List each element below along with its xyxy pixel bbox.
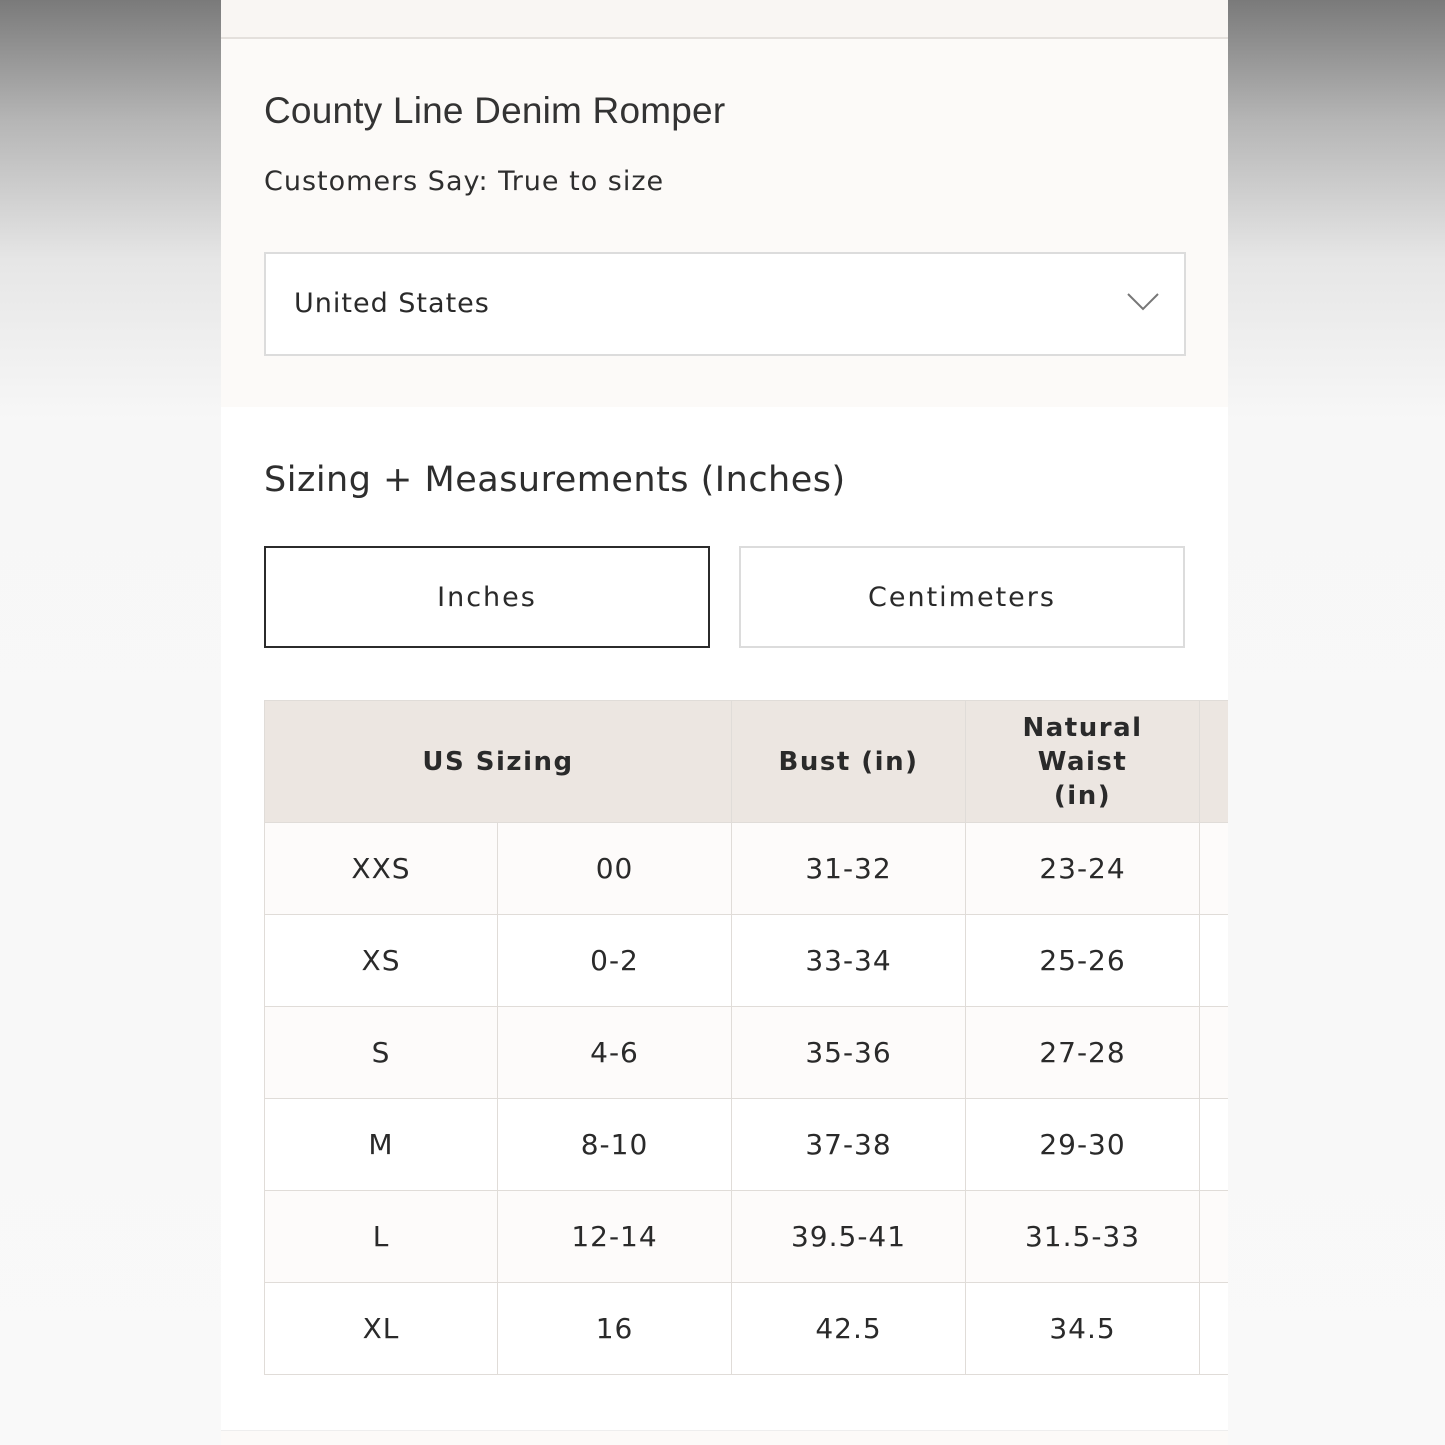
size-number: 16: [496, 1282, 733, 1375]
sizing-heading: Sizing + Measurements (Inches): [264, 460, 846, 500]
region-select-value: United States: [294, 288, 490, 319]
size-letter: L: [264, 1190, 498, 1283]
waist-value: 29-30: [965, 1098, 1201, 1191]
table-row: XXS 00 31-32 23-24: [264, 822, 1228, 915]
size-letter: S: [264, 1006, 498, 1099]
header-bust: Bust (in): [731, 700, 967, 823]
tab-centimeters[interactable]: Centimeters: [739, 546, 1185, 648]
size-letter: XXS: [264, 822, 498, 915]
chevron-down-icon: [1127, 293, 1159, 311]
size-number: 12-14: [496, 1190, 733, 1283]
size-letter: M: [264, 1098, 498, 1191]
size-letter: XS: [264, 914, 498, 1007]
waist-value: 31.5-33: [965, 1190, 1201, 1283]
bottom-section: [221, 1430, 1228, 1445]
clipped-cell: [1199, 1282, 1228, 1375]
tab-inches[interactable]: Inches: [264, 546, 710, 648]
bust-value: 35-36: [731, 1006, 967, 1099]
table-row: XL 16 42.5 34.5: [264, 1282, 1228, 1375]
clipped-cell: [1199, 914, 1228, 1007]
table-row: S 4-6 35-36 27-28: [264, 1006, 1228, 1099]
size-guide-panel: County Line Denim Romper Customers Say: …: [221, 0, 1228, 1445]
size-number: 8-10: [496, 1098, 733, 1191]
bust-value: 37-38: [731, 1098, 967, 1191]
top-bar: [221, 0, 1228, 39]
region-select[interactable]: United States: [264, 252, 1186, 356]
size-number: 0-2: [496, 914, 733, 1007]
size-letter: XL: [264, 1282, 498, 1375]
clipped-cell: [1199, 1098, 1228, 1191]
waist-value: 27-28: [965, 1006, 1201, 1099]
waist-value: 23-24: [965, 822, 1201, 915]
bust-value: 42.5: [731, 1282, 967, 1375]
size-number: 4-6: [496, 1006, 733, 1099]
product-title: County Line Denim Romper: [264, 90, 726, 131]
table-row: XS 0-2 33-34 25-26: [264, 914, 1228, 1007]
clipped-cell: [1199, 1190, 1228, 1283]
header-clipped: [1199, 700, 1228, 823]
clipped-cell: [1199, 1006, 1228, 1099]
bust-value: 33-34: [731, 914, 967, 1007]
table-row: M 8-10 37-38 29-30: [264, 1098, 1228, 1191]
waist-value: 25-26: [965, 914, 1201, 1007]
size-number: 00: [496, 822, 733, 915]
table-header-row: US Sizing Bust (in) Natural Waist (in): [263, 700, 1228, 823]
header-natural-waist: Natural Waist (in): [965, 700, 1201, 823]
size-table: US Sizing Bust (in) Natural Waist (in) X…: [263, 700, 1228, 1375]
bust-value: 31-32: [731, 822, 967, 915]
clipped-cell: [1199, 822, 1228, 915]
table-row: L 12-14 39.5-41 31.5-33: [264, 1190, 1228, 1283]
waist-value: 34.5: [965, 1282, 1201, 1375]
customers-say: Customers Say: True to size: [264, 166, 665, 197]
header-us-sizing: US Sizing: [263, 700, 733, 823]
bust-value: 39.5-41: [731, 1190, 967, 1283]
